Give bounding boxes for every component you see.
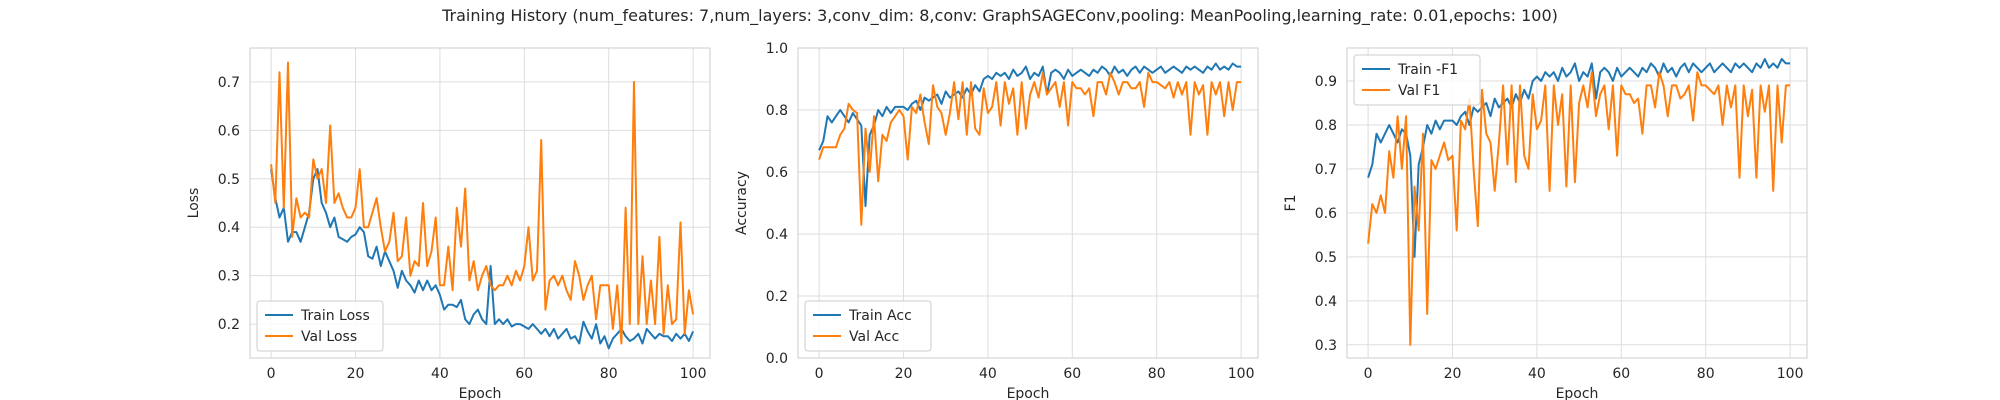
- y-tick-label: 0.6: [1315, 206, 1337, 222]
- legend-label: Val F1: [1398, 83, 1440, 99]
- x-tick-label: 60: [1063, 366, 1081, 382]
- y-axis-label: Accuracy: [734, 171, 750, 235]
- x-axis-label: Epoch: [1007, 386, 1050, 400]
- legend-label: Train Loss: [300, 308, 370, 324]
- y-tick-label: 0.9: [1315, 74, 1337, 90]
- y-tick-label: 0.7: [1315, 162, 1337, 178]
- x-tick-label: 0: [1364, 366, 1373, 382]
- y-tick-label: 0.6: [766, 165, 788, 181]
- x-tick-label: 20: [347, 366, 365, 382]
- legend: Train -F1 Val F1: [1353, 54, 1481, 106]
- x-tick-label: 40: [1528, 366, 1546, 382]
- y-tick-label: 0.4: [218, 220, 240, 236]
- legend-box: [804, 300, 932, 352]
- plot-frame: [1346, 47, 1808, 359]
- legend-label: Train -F1: [1397, 62, 1458, 78]
- x-tick-label: 80: [1697, 366, 1715, 382]
- legend: Train Acc Val Acc: [804, 300, 932, 352]
- plot-frame: [797, 47, 1259, 359]
- y-tick-label: 0.6: [218, 123, 240, 139]
- x-axis-label: Epoch: [1556, 386, 1599, 400]
- series-line-train-acc: [818, 62, 1242, 208]
- y-tick-label: 0.8: [1315, 118, 1337, 134]
- x-tick-label: 100: [1228, 366, 1255, 382]
- x-tick-label: 60: [1612, 366, 1630, 382]
- y-tick-label: 1.0: [766, 41, 788, 57]
- legend-box: [1353, 54, 1481, 106]
- legend-label: Val Acc: [849, 329, 899, 345]
- subplot-loss: 0 20 40 60 80 100 0.2 0.3 0.4 0.5 0.6 0.7 Epoch Loss T…: [186, 47, 711, 400]
- y-axis-label: F1: [1283, 195, 1299, 212]
- y-axis-label: Loss: [186, 188, 202, 219]
- x-tick-label: 0: [267, 366, 276, 382]
- y-tick-label: 0.2: [766, 289, 788, 305]
- y-tick-label: 0.3: [218, 269, 240, 285]
- y-tick-label: 0.3: [1315, 338, 1337, 354]
- x-tick-label: 20: [1444, 366, 1462, 382]
- subplot-accuracy: 0 20 40 60 80 100 0.0 0.2 0.4 0.6 0.8 1.0 Epoch Accur…: [734, 41, 1259, 400]
- figure-title: Training History (num_features: 7,num_la…: [441, 6, 1558, 26]
- x-tick-label: 0: [815, 366, 824, 382]
- y-tick-label: 0.0: [766, 351, 788, 367]
- x-tick-label: 40: [431, 366, 449, 382]
- plot-frame: [249, 47, 711, 359]
- x-tick-label: 20: [895, 366, 913, 382]
- y-tick-label: 0.8: [766, 103, 788, 119]
- x-tick-label: 40: [979, 366, 997, 382]
- legend-label: Val Loss: [301, 329, 357, 345]
- series-line-val-f1: [1367, 71, 1791, 346]
- x-tick-label: 60: [515, 366, 533, 382]
- x-tick-label: 80: [1148, 366, 1166, 382]
- y-tick-label: 0.2: [218, 317, 240, 333]
- x-tick-label: 80: [600, 366, 618, 382]
- y-tick-label: 0.7: [218, 75, 240, 91]
- y-tick-label: 0.5: [218, 172, 240, 188]
- series-line-train-f1: [1367, 58, 1791, 258]
- y-tick-label: 0.4: [1315, 294, 1337, 310]
- legend-label: Train Acc: [848, 308, 912, 324]
- subplot-f1: 0 20 40 60 80 100 0.3 0.4 0.5 0.6 0.7 0.8 0.9 Epoch F1…: [1283, 47, 1808, 400]
- series-line-train-loss: [270, 168, 695, 350]
- series-line-val-loss: [270, 61, 695, 345]
- y-tick-label: 0.4: [766, 227, 788, 243]
- series-line-val-acc: [818, 71, 1242, 226]
- x-tick-label: 100: [680, 366, 707, 382]
- y-tick-label: 0.5: [1315, 250, 1337, 266]
- legend-box: [256, 300, 384, 352]
- x-tick-label: 100: [1777, 366, 1804, 382]
- legend: Train Loss Val Loss: [256, 300, 384, 352]
- x-axis-label: Epoch: [459, 386, 502, 400]
